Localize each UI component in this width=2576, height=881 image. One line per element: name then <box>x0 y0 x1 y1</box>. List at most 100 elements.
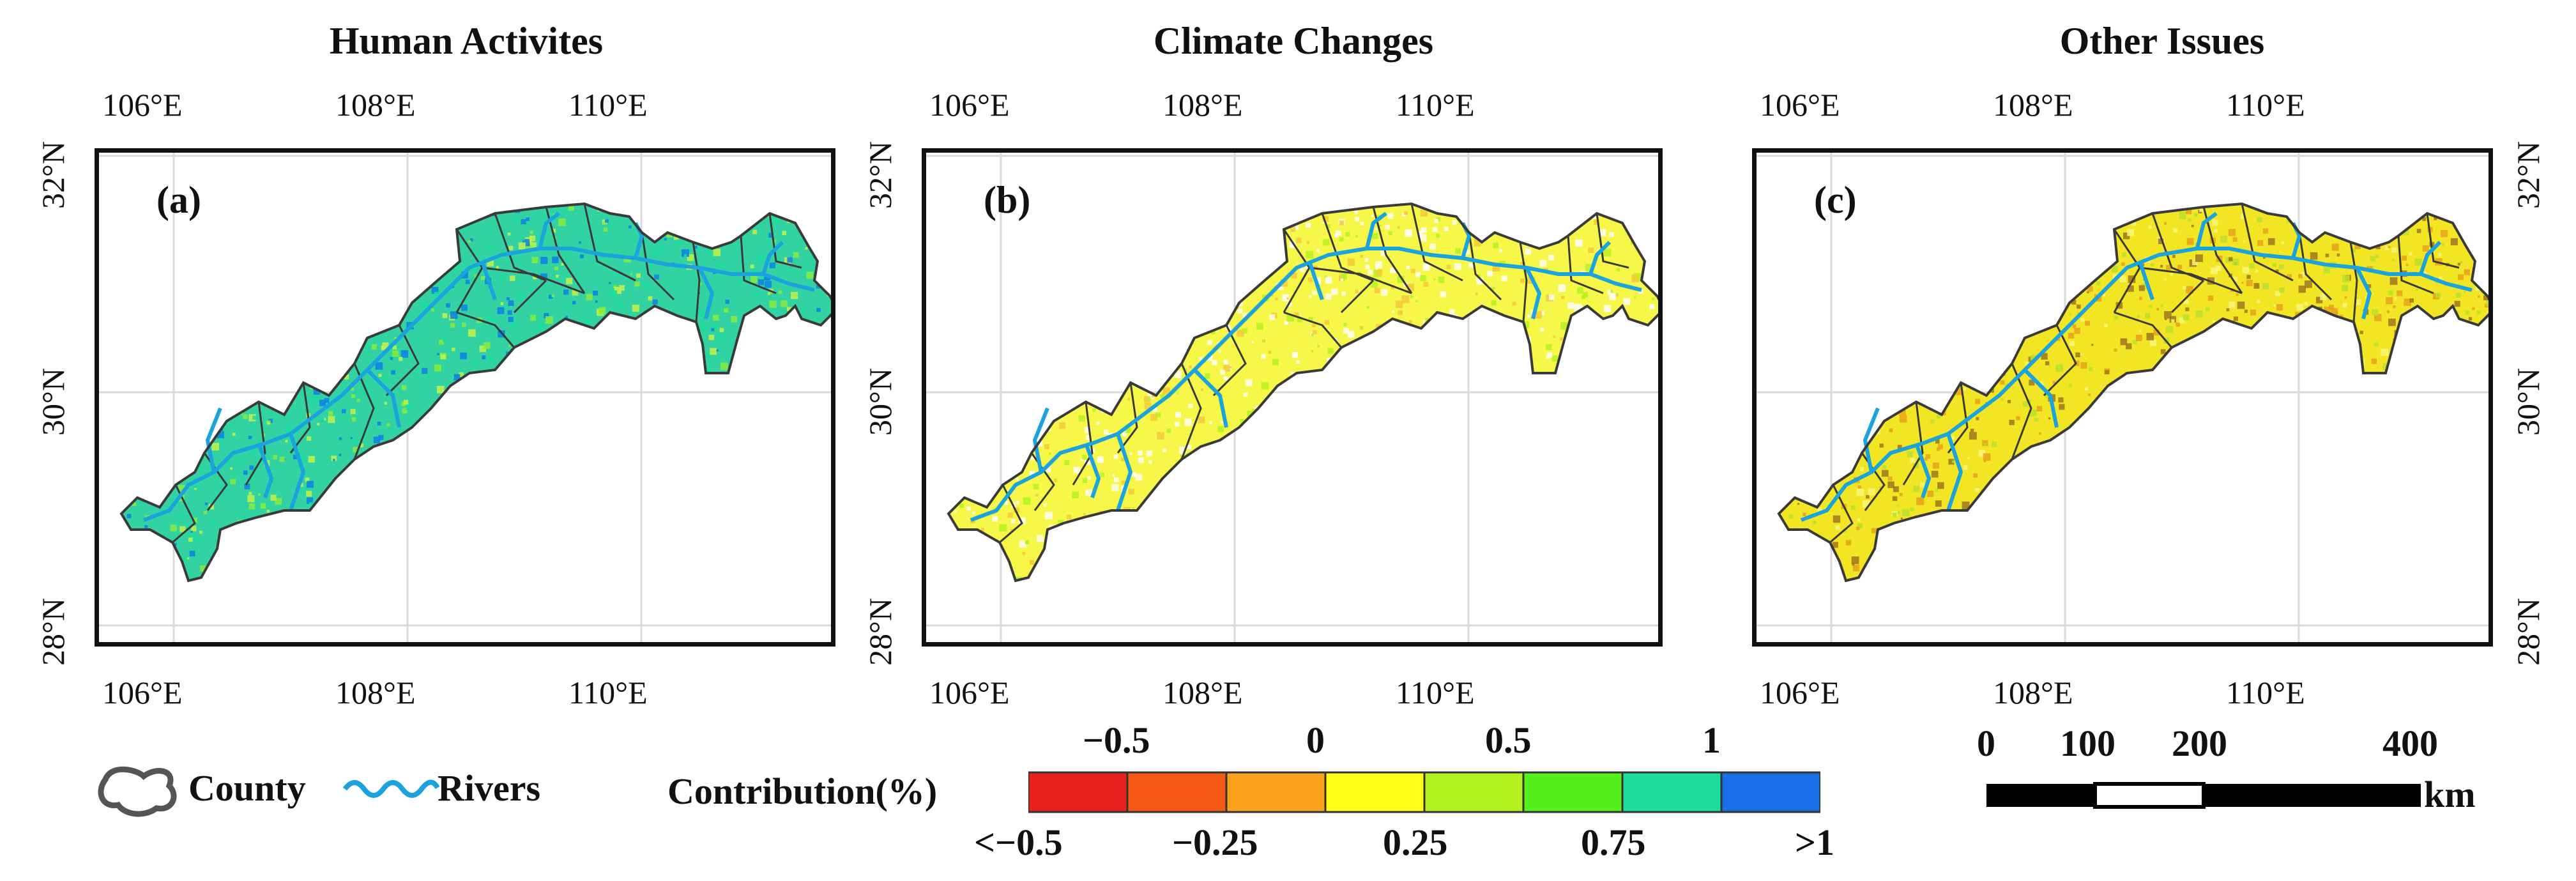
river-line <box>1863 407 1880 473</box>
river-line <box>1084 442 1101 498</box>
lon-tick-bottom-a-106: 106°E <box>102 675 183 710</box>
county-border <box>583 203 636 282</box>
colorbar-bottom-tick-3: 0.75 <box>1581 822 1646 863</box>
river-line <box>1193 368 1228 428</box>
scale-tick-200: 200 <box>2172 723 2227 764</box>
county-border <box>1902 401 1924 486</box>
county-border <box>2298 232 2333 301</box>
river-line <box>2419 240 2442 275</box>
river-line <box>1914 442 1931 498</box>
lat-tick-b-28: 28°N <box>862 597 899 666</box>
county-border <box>482 266 585 295</box>
scale-tick-0: 0 <box>1977 723 1995 764</box>
lon-tick-bottom-b-110: 110°E <box>1396 675 1475 710</box>
contribution-label: Contribution(%) <box>667 770 938 812</box>
county-border <box>641 232 675 301</box>
county-border <box>1947 382 1969 454</box>
county-border <box>1321 213 1374 282</box>
map-canvas-c <box>1757 153 2488 642</box>
county-border <box>1283 311 1343 348</box>
colorbar-top-tick-1: 0 <box>1306 719 1325 761</box>
region-outline <box>1777 202 2488 583</box>
river-line <box>289 433 305 511</box>
colorbar-cell-3 <box>1324 771 1426 813</box>
lat-tick-c-32: 32°N <box>2510 141 2547 210</box>
county-border <box>1829 484 1854 544</box>
lon-tick-top-a-108: 108°E <box>335 87 416 123</box>
colorbar-bottom-tick-0: <−0.5 <box>974 822 1063 863</box>
lon-tick-top-b-110: 110°E <box>1396 87 1475 123</box>
river-line <box>480 261 497 300</box>
panel-letter-a: (a) <box>156 179 201 221</box>
colorbar <box>1028 771 1820 813</box>
river-line <box>257 442 273 498</box>
county-border <box>1309 266 1412 295</box>
river-line <box>1525 266 1541 319</box>
county-border <box>1212 325 1247 397</box>
lon-tick-top-b-108: 108°E <box>1162 87 1243 123</box>
county-border <box>1468 232 1502 301</box>
county-border <box>2139 266 2243 295</box>
lon-tick-top-b-106: 106°E <box>929 87 1010 123</box>
river-line <box>1116 433 1132 511</box>
county-border <box>768 213 802 269</box>
lon-tick-bottom-c-108: 108°E <box>1993 675 2073 710</box>
lat-tick-c-28: 28°N <box>2510 597 2547 666</box>
region-outline <box>119 202 831 583</box>
rivers-label: Rivers <box>438 767 541 809</box>
river-line <box>1589 240 1612 275</box>
lon-tick-bottom-b-108: 108°E <box>1162 675 1243 710</box>
river-line <box>1365 211 1387 249</box>
county-border <box>1596 213 1629 269</box>
scale-bar-graphic <box>1986 782 2421 809</box>
county-label: County <box>188 767 306 809</box>
scale-tick-100: 100 <box>2060 723 2115 764</box>
county-border <box>1117 382 1138 454</box>
colorbar-bottom-tick-4: >1 <box>1795 822 1835 863</box>
panel-letter-b: (b) <box>984 179 1031 221</box>
colorbar-top-tick-2: 0.5 <box>1485 719 1532 761</box>
panel-title-b: Climate Changes <box>1153 20 1434 62</box>
colorbar-top-tick-3: 1 <box>1702 719 1721 761</box>
county-border <box>692 241 701 323</box>
panel-letter-c: (c) <box>1814 179 1857 221</box>
river-line <box>1307 261 1324 300</box>
lon-tick-bottom-a-108: 108°E <box>335 675 416 710</box>
county-border <box>2426 213 2460 269</box>
lat-tick-b-32: 32°N <box>862 141 899 210</box>
county-border <box>2043 325 2077 397</box>
colorbar-cell-4 <box>1423 771 1525 813</box>
colorbar-cell-6 <box>1621 771 1723 813</box>
lat-tick-a-28: 28°N <box>35 597 72 666</box>
county-border <box>494 213 547 282</box>
county-border <box>740 235 777 295</box>
lon-tick-top-a-106: 106°E <box>102 87 183 123</box>
panel-title-a: Human Activites <box>329 20 604 62</box>
lon-tick-bottom-c-106: 106°E <box>1760 675 1840 710</box>
county-border <box>1340 279 1375 314</box>
panel-title-c: Other Issues <box>2059 20 2265 62</box>
lon-tick-top-c-110: 110°E <box>2226 87 2305 123</box>
colorbar-cell-0 <box>1028 771 1129 813</box>
river-line <box>2023 368 2059 428</box>
county-border <box>2241 203 2294 282</box>
map-frame-a: (a) <box>95 148 835 647</box>
county-border <box>172 484 196 544</box>
river-line <box>2355 266 2372 319</box>
river-line <box>538 211 560 249</box>
lat-tick-a-32: 32°N <box>35 141 72 210</box>
county-border <box>2151 213 2204 282</box>
county-border <box>1519 241 1528 323</box>
river-line <box>1033 407 1049 473</box>
county-border <box>245 401 266 486</box>
river-line <box>1946 433 1963 511</box>
scale-tick-400: 400 <box>2382 723 2438 764</box>
river-line <box>365 368 401 428</box>
lon-tick-bottom-c-110: 110°E <box>2226 675 2305 710</box>
lon-tick-bottom-b-106: 106°E <box>929 675 1010 710</box>
lat-tick-a-30: 30°N <box>35 367 72 436</box>
rivers-symbol-icon <box>342 779 440 798</box>
colorbar-top-tick-0: −0.5 <box>1083 719 1150 761</box>
county-border <box>2397 235 2434 295</box>
lon-tick-top-c-108: 108°E <box>1993 87 2073 123</box>
